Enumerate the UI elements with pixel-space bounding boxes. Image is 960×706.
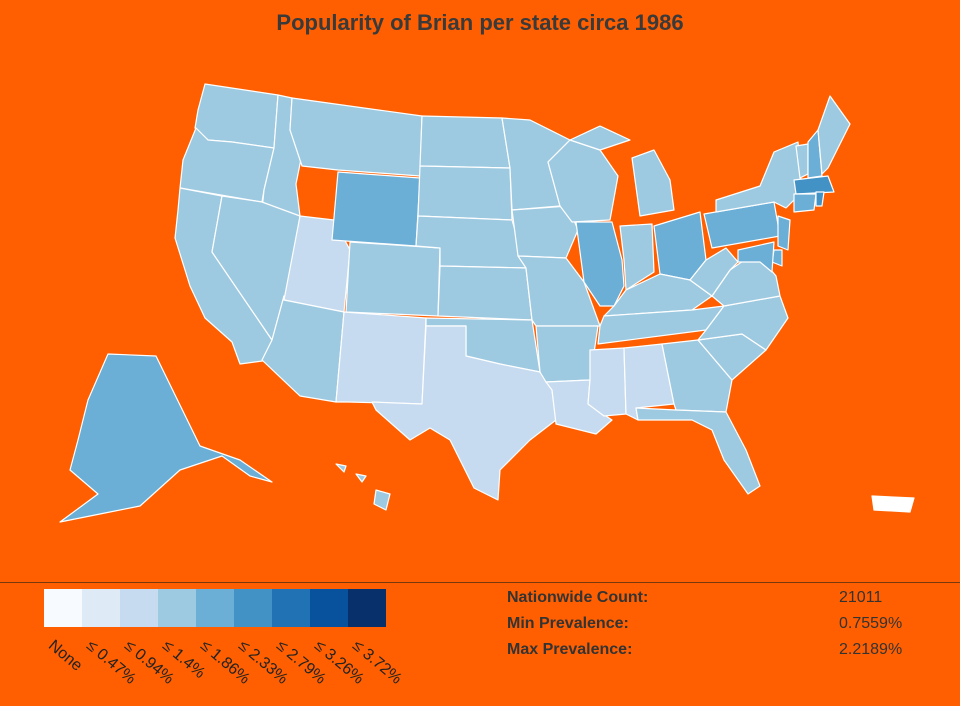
state-mt[interactable] xyxy=(289,97,423,177)
state-ma[interactable] xyxy=(793,175,835,195)
state-nm[interactable] xyxy=(335,311,427,405)
state-ia[interactable] xyxy=(511,205,579,259)
stat-row-nationwide-count: Nationwide Count: 21011 xyxy=(507,589,927,615)
legend-swatch-none xyxy=(44,589,82,627)
state-ri[interactable] xyxy=(815,191,825,207)
state-pr[interactable] xyxy=(871,495,915,513)
legend-swatch-1 xyxy=(82,589,120,627)
stat-value: 21011 xyxy=(839,589,883,606)
stat-value: 0.7559% xyxy=(839,615,903,632)
stat-value: 2.2189% xyxy=(839,641,903,658)
stat-label: Max Prevalence: xyxy=(507,641,633,658)
legend-swatch-3 xyxy=(158,589,196,627)
state-ct[interactable] xyxy=(793,193,817,213)
chart-title: Popularity of Brian per state circa 1986 xyxy=(276,10,684,35)
state-wa[interactable] xyxy=(194,83,279,149)
stat-row-min-prevalence: Min Prevalence: 0.7559% xyxy=(507,615,927,641)
state-mi[interactable] xyxy=(569,125,675,217)
state-sd[interactable] xyxy=(417,165,513,221)
legend-swatch-5 xyxy=(234,589,272,627)
state-co[interactable] xyxy=(345,241,441,317)
stats-panel: Nationwide Count: 21011 Min Prevalence: … xyxy=(507,589,927,667)
state-ks[interactable] xyxy=(437,265,533,321)
state-in[interactable] xyxy=(619,223,655,291)
legend-swatch-2 xyxy=(120,589,158,627)
legend-swatch-8 xyxy=(348,589,386,627)
state-me[interactable] xyxy=(817,95,851,175)
stat-row-max-prevalence: Max Prevalence: 2.2189% xyxy=(507,641,927,667)
state-tx[interactable] xyxy=(371,325,557,501)
state-hi[interactable] xyxy=(335,463,391,511)
state-fl[interactable] xyxy=(635,407,761,495)
legend-swatch-7 xyxy=(310,589,348,627)
state-nj[interactable] xyxy=(777,215,791,251)
state-wy[interactable] xyxy=(331,171,421,247)
stat-label: Nationwide Count: xyxy=(507,589,649,606)
us-choropleth-map xyxy=(59,83,915,523)
legend-swatch-6 xyxy=(272,589,310,627)
legend-label-none: None xyxy=(45,637,86,675)
state-ny[interactable] xyxy=(715,141,803,213)
state-ms[interactable] xyxy=(587,347,627,417)
state-il[interactable] xyxy=(575,221,625,307)
state-ak[interactable] xyxy=(59,353,273,523)
stat-label: Min Prevalence: xyxy=(507,615,629,632)
state-nd[interactable] xyxy=(419,115,511,169)
state-md[interactable] xyxy=(737,241,775,273)
legend-swatch-4 xyxy=(196,589,234,627)
footer-divider xyxy=(0,582,960,583)
state-ar[interactable] xyxy=(535,325,599,383)
